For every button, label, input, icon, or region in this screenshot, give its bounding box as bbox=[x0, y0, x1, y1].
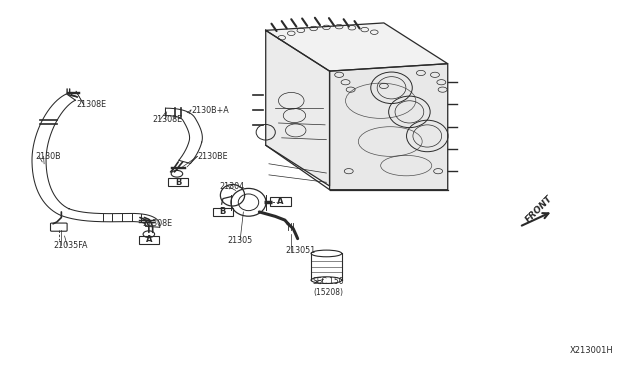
Polygon shape bbox=[330, 64, 448, 190]
Text: X213001H: X213001H bbox=[570, 346, 614, 355]
Text: A: A bbox=[146, 235, 152, 244]
Text: 21308E: 21308E bbox=[76, 100, 106, 109]
Text: 2130BE: 2130BE bbox=[197, 152, 228, 161]
Text: 2130B: 2130B bbox=[36, 152, 61, 161]
Text: 213051: 213051 bbox=[285, 246, 315, 255]
Text: FRONT: FRONT bbox=[524, 194, 555, 225]
Polygon shape bbox=[266, 31, 330, 186]
Text: 21308E: 21308E bbox=[143, 219, 173, 228]
Text: A: A bbox=[277, 197, 284, 206]
Text: 21035FA: 21035FA bbox=[53, 241, 88, 250]
Text: B: B bbox=[220, 208, 226, 217]
Text: 2130B+A: 2130B+A bbox=[191, 106, 228, 115]
Text: 21304: 21304 bbox=[219, 182, 244, 190]
Text: B: B bbox=[175, 178, 181, 187]
Polygon shape bbox=[266, 23, 448, 71]
Text: 21305: 21305 bbox=[227, 236, 253, 246]
Text: SEC.150
(15208): SEC.150 (15208) bbox=[312, 277, 344, 296]
Text: 21308E: 21308E bbox=[153, 115, 183, 124]
